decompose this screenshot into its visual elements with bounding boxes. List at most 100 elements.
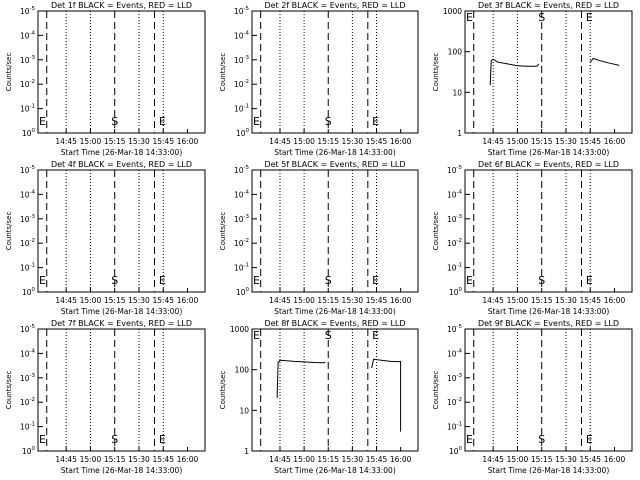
y-axis-label: Counts/sec: [432, 212, 440, 251]
plot-frame: [251, 10, 419, 134]
y-tick-label: 10-3: [234, 214, 250, 224]
x-tick-label: 15:00: [80, 455, 102, 464]
x-tick-label: 14:45: [269, 455, 291, 464]
detector-panel-3: Det 3f BLACK = Events, RED = LLD Start Ti…: [432, 1, 633, 157]
y-tick-label: 100: [22, 287, 36, 297]
x-tick-label: 14:45: [482, 137, 504, 146]
y-tick-label: 10-1: [447, 422, 462, 432]
y-axis-label: Counts/sec: [219, 371, 227, 410]
y-tick-label: 10-1: [234, 104, 249, 114]
y-tick-label: 100: [449, 287, 463, 297]
plot-frame: [464, 10, 633, 134]
y-axis-label: Counts/sec: [5, 212, 13, 251]
y-tick-label: 10-4: [20, 189, 36, 199]
y-tick-label: 10-3: [20, 214, 36, 224]
x-axis-label: Start Time (26-Mar-18 14:33:00): [274, 307, 396, 316]
x-tick-label: 14:45: [269, 296, 291, 305]
y-tick-label: 10-3: [447, 214, 463, 224]
y-tick-label: 10-4: [20, 30, 36, 40]
y-tick-label: 100: [448, 48, 463, 57]
marker-label-s: S: [111, 274, 118, 287]
y-tick-label: 10-5: [447, 165, 463, 175]
edge-marker-e: E: [39, 274, 46, 287]
x-tick-label: 15:00: [80, 296, 102, 305]
plot-frame: [464, 328, 633, 452]
marker-label-s: S: [538, 274, 545, 287]
y-tick-label: 100: [449, 446, 463, 456]
marker-label-e: E: [159, 433, 166, 446]
plot-frame: [251, 328, 419, 452]
x-tick-label: 15:45: [579, 137, 601, 146]
x-tick-label: 15:30: [128, 455, 150, 464]
x-axis-label: Start Time (26-Mar-18 14:33:00): [61, 307, 183, 316]
y-tick-label: 10-4: [447, 348, 463, 358]
detector-panel-2: Det 2f BLACK = Events, RED = LLD Start Ti…: [219, 1, 419, 157]
plot-frame: [37, 169, 206, 293]
x-tick-label: 15:15: [531, 137, 553, 146]
detector-panel-4: Det 4f BLACK = Events, RED = LLD Start Ti…: [5, 160, 206, 316]
panel-title: Det 5f BLACK = Events, RED = LLD: [264, 160, 405, 169]
x-tick-label: 15:45: [366, 455, 388, 464]
panel-title: Det 1f BLACK = Events, RED = LLD: [51, 1, 192, 10]
x-tick-label: 15:45: [152, 296, 174, 305]
x-axis-label: Start Time (26-Mar-18 14:33:00): [274, 148, 396, 157]
y-tick-label: 1000: [230, 325, 249, 334]
plot-frame: [251, 169, 419, 293]
marker-label-e: E: [372, 274, 379, 287]
x-axis-label: Start Time (26-Mar-18 14:33:00): [61, 466, 183, 475]
x-tick-label: 15:30: [342, 296, 364, 305]
y-tick-label: 10-1: [234, 263, 249, 273]
marker-label-s: S: [325, 115, 332, 128]
y-tick-label: 10-4: [447, 189, 463, 199]
x-tick-label: 14:45: [55, 455, 77, 464]
plot-frame: [464, 169, 633, 293]
x-tick-label: 15:45: [152, 137, 174, 146]
x-axis-label: Start Time (26-Mar-18 14:33:00): [488, 307, 610, 316]
marker-label-s: S: [111, 433, 118, 446]
detector-panel-5: Det 5f BLACK = Events, RED = LLD Start Ti…: [219, 160, 419, 316]
marker-label-e: E: [586, 433, 593, 446]
y-axis-label: Counts/sec: [432, 371, 440, 410]
x-tick-label: 15:00: [507, 296, 529, 305]
x-tick-label: 15:30: [555, 455, 577, 464]
y-tick-label: 1: [457, 129, 462, 138]
marker-label-s: S: [538, 433, 545, 446]
marker-label-e: E: [372, 115, 379, 128]
y-tick-label: 10-5: [20, 165, 36, 175]
detector-panel-8: Det 8f BLACK = Events, RED = LLD Start Ti…: [219, 319, 419, 475]
edge-marker-e: E: [466, 433, 473, 446]
marker-label-e: E: [159, 115, 166, 128]
y-axis-label: Counts/sec: [432, 53, 440, 92]
x-tick-label: 15:30: [342, 455, 364, 464]
y-tick-label: 10-1: [20, 422, 35, 432]
x-axis-label: Start Time (26-Mar-18 14:33:00): [61, 148, 183, 157]
x-tick-label: 15:15: [531, 455, 553, 464]
x-tick-label: 15:15: [317, 137, 339, 146]
plot-frame: [37, 328, 206, 452]
y-axis-label: Counts/sec: [219, 212, 227, 251]
x-tick-label: 15:30: [128, 296, 150, 305]
y-tick-label: 10-3: [447, 373, 463, 383]
marker-label-s: S: [111, 115, 118, 128]
events-series-line: [371, 358, 402, 432]
edge-marker-e: E: [466, 274, 473, 287]
y-axis-label: Counts/sec: [5, 53, 13, 92]
x-tick-label: 16:00: [604, 455, 626, 464]
y-tick-label: 10-5: [447, 324, 463, 334]
edge-marker-e: E: [253, 274, 260, 287]
y-tick-label: 1000: [443, 7, 462, 16]
x-tick-label: 16:00: [390, 137, 412, 146]
detector-panel-1: Det 1f BLACK = Events, RED = LLD Start Ti…: [5, 1, 206, 157]
plot-frame: [37, 10, 206, 134]
x-tick-label: 16:00: [177, 455, 199, 464]
y-tick-label: 10-3: [20, 55, 36, 65]
panel-title: Det 6f BLACK = Events, RED = LLD: [478, 160, 619, 169]
y-tick-label: 10-5: [20, 324, 36, 334]
marker-label-e: E: [372, 329, 379, 342]
x-tick-label: 14:45: [55, 137, 77, 146]
x-tick-label: 15:15: [104, 296, 126, 305]
y-tick-label: 10-4: [234, 30, 250, 40]
y-tick-label: 10-4: [20, 348, 36, 358]
y-tick-label: 100: [236, 287, 250, 297]
y-tick-label: 10: [452, 88, 462, 97]
